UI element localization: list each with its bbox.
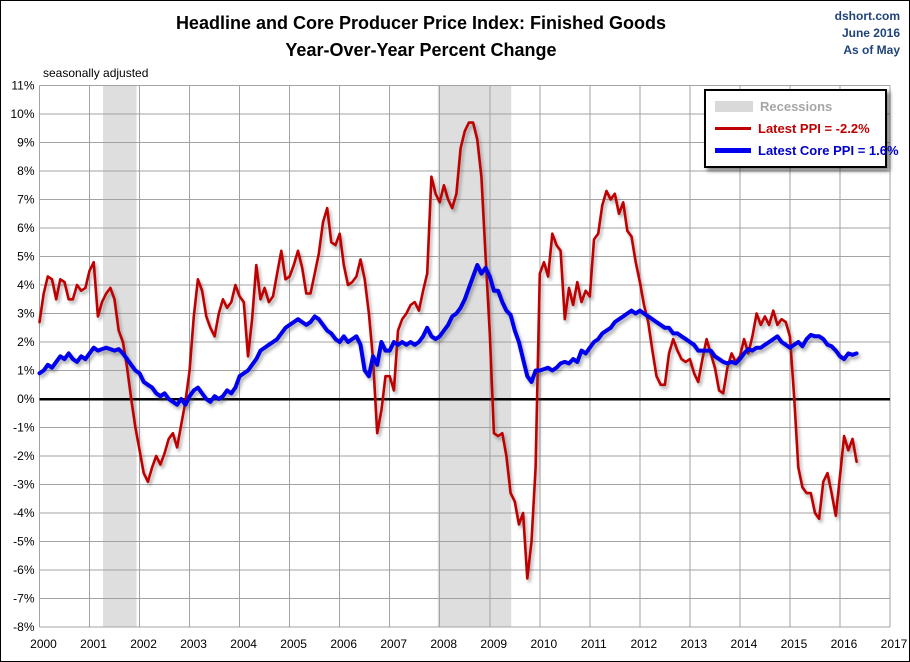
y-tick-label: 11% [11, 79, 34, 93]
y-tick-label: 6% [17, 221, 35, 235]
chart-title-line2: Year-Over-Year Percent Change [285, 40, 557, 60]
y-tick-label: 10% [10, 107, 34, 121]
y-tick-label: -2% [13, 449, 35, 463]
x-tick-label: 2006 [330, 637, 357, 651]
recession-band-swatch [715, 100, 753, 112]
ppi-line-series [38, 121, 858, 580]
recession-bands [103, 85, 512, 627]
y-tick-label: -1% [13, 421, 35, 435]
y-tick-label: 7% [17, 193, 35, 207]
x-tick-label: 2014 [731, 637, 758, 651]
y-tick-label: 8% [17, 164, 35, 178]
source-date: June 2016 [841, 26, 900, 40]
y-axis-labels: 11% 10% 9% 8% 7% 6% 5% 4% 3% 2% 1% 0% -1% -2% -3% -4% -5… [10, 79, 34, 635]
legend-label-recessions: Recessions [760, 98, 833, 114]
chart-title: Headline and Core Producer Price Index: … [91, 10, 751, 64]
y-tick-label: -5% [13, 535, 35, 549]
x-tick-label: 2008 [430, 637, 457, 651]
x-axis-labels: 2000 2001 2002 2003 2004 2005 2006 2007 2008 2009… [30, 637, 908, 651]
x-tick-label: 2015 [781, 637, 808, 651]
x-tick-label: 2011 [581, 637, 607, 651]
source-asof: As of May [843, 43, 900, 57]
ppi-line-swatch [715, 126, 751, 130]
core-ppi-line-series [37, 263, 859, 407]
y-tick-label: -8% [13, 620, 35, 634]
legend-item-recessions: Recessions [715, 99, 885, 114]
y-tick-label: 9% [17, 136, 35, 150]
chart-title-line1: Headline and Core Producer Price Index: … [175, 13, 667, 33]
y-tick-label: 1% [17, 364, 35, 378]
y-tick-label: -6% [13, 563, 35, 577]
legend-label-ppi: Latest PPI = -2.2% [758, 120, 870, 136]
x-tick-label: 2005 [280, 637, 307, 651]
x-tick-label: 2010 [530, 637, 557, 651]
source-block: dshort.com June 2016 As of May [835, 8, 900, 59]
x-tick-label: 2007 [380, 637, 407, 651]
x-tick-label: 2004 [230, 637, 257, 651]
x-tick-label: 2009 [480, 637, 507, 651]
x-tick-label: 2016 [831, 637, 858, 651]
x-tick-label: 2000 [30, 637, 57, 651]
y-tick-label: 2% [17, 335, 35, 349]
x-tick-label: 2001 [80, 637, 107, 651]
legend-item-core-ppi: Latest Core PPI = 1.6% [715, 143, 899, 158]
legend-item-ppi: Latest PPI = -2.2% [715, 121, 885, 136]
seasonally-adjusted-note: seasonally adjusted [43, 66, 149, 80]
y-tick-label: -7% [13, 592, 35, 606]
y-tick-label: 0% [17, 392, 35, 406]
x-tick-label: 2002 [130, 637, 157, 651]
source-site: dshort.com [834, 9, 900, 23]
x-tick-label: 2003 [180, 637, 207, 651]
core-ppi-line-swatch [715, 148, 751, 154]
x-tick-label: 2012 [631, 637, 658, 651]
y-tick-label: 4% [17, 278, 35, 292]
x-tick-label: 2013 [681, 637, 708, 651]
legend-box: Recessions Latest PPI = -2.2% Latest Cor… [704, 89, 899, 168]
y-tick-label: 5% [17, 250, 35, 264]
legend-label-core-ppi: Latest Core PPI = 1.6% [758, 143, 899, 159]
y-tick-label: -3% [13, 478, 35, 492]
y-tick-label: -4% [13, 506, 35, 520]
y-tick-label: 3% [17, 307, 35, 321]
x-tick-label: 2017 [881, 637, 908, 651]
